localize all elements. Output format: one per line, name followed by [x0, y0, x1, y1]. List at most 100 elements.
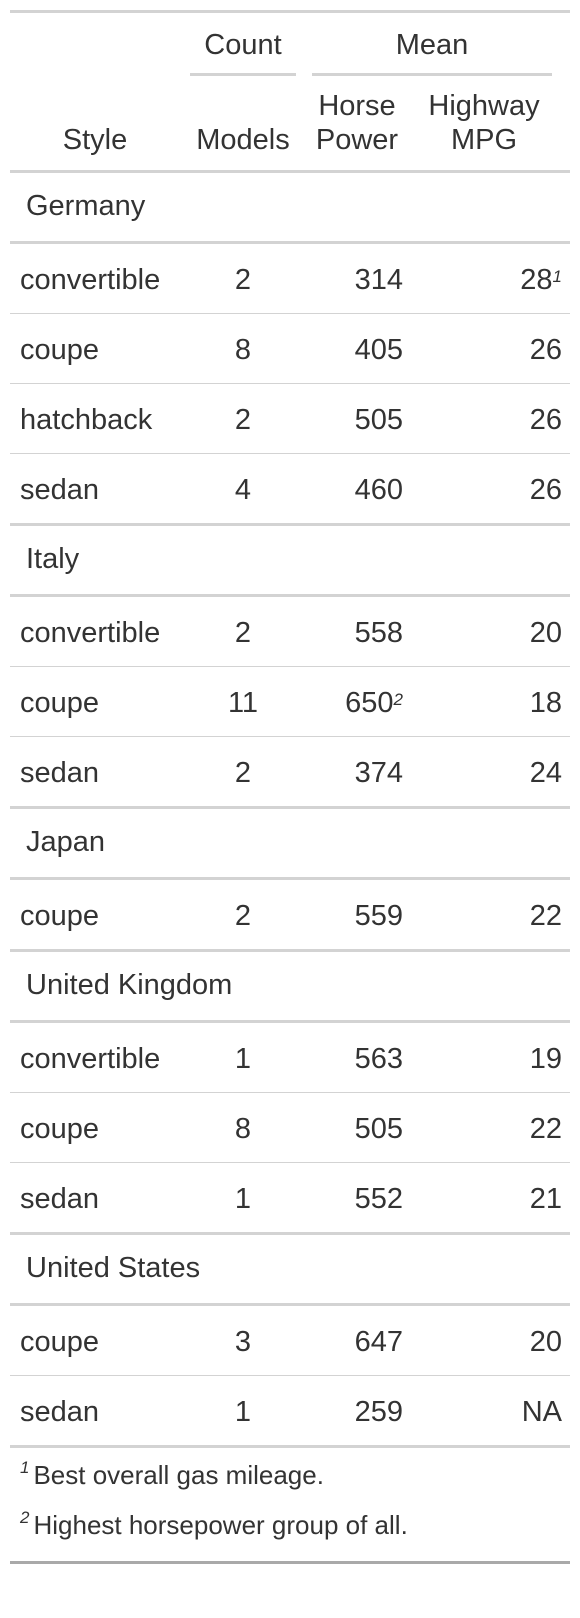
spanner-count: Count — [204, 29, 282, 61]
table-row: coupe 11 6502 18 — [10, 667, 570, 737]
spanner-mean-rule — [312, 73, 552, 76]
cell-style: convertible — [20, 1043, 161, 1075]
group-rule — [10, 877, 570, 880]
spanner-mean: Mean — [395, 29, 469, 61]
group-rule — [10, 1232, 570, 1235]
cell-highway-mpg: 21 — [529, 1183, 562, 1215]
column-header-highway-mpg: Highway MPG — [414, 89, 554, 157]
cell-horse-power: 374 — [354, 757, 403, 789]
group-rule — [10, 241, 570, 244]
cell-highway-mpg: 22 — [529, 900, 562, 932]
cell-horse-power: 259 — [354, 1396, 403, 1428]
group-row-united-states: United States — [10, 1235, 570, 1303]
cell-models: 1 — [234, 1396, 252, 1428]
group-row-italy: Italy — [10, 526, 570, 594]
cell-style: sedan — [20, 474, 100, 506]
cell-models: 8 — [234, 334, 252, 366]
table-row: sedan 1 552 21 — [10, 1163, 570, 1232]
spanner-header-row: Count Mean — [10, 13, 570, 76]
group-rule — [10, 594, 570, 597]
footnote-mark: 2 — [20, 1508, 30, 1527]
group-rule — [10, 949, 570, 952]
table-bottom-rule — [10, 1561, 570, 1564]
cell-horse-power: 647 — [354, 1326, 403, 1358]
column-header-rule — [10, 170, 570, 173]
table-row: sedan 1 259 NA — [10, 1376, 570, 1445]
group-rule — [10, 806, 570, 809]
group-label: Italy — [26, 543, 80, 575]
footnote-mark: 1 — [552, 267, 562, 286]
cell-highway-mpg: 26 — [529, 474, 562, 506]
cell-highway-mpg: 26 — [529, 404, 562, 436]
cell-horse-power: 460 — [354, 474, 403, 506]
cell-horse-power: 558 — [354, 617, 403, 649]
column-header-models: Models — [196, 124, 290, 156]
cell-style: coupe — [20, 1113, 100, 1145]
table-row: coupe 8 505 22 — [10, 1093, 570, 1163]
cell-models: 2 — [234, 404, 252, 436]
cell-style: hatchback — [20, 404, 153, 436]
group-rule — [10, 1303, 570, 1306]
cell-horse-power: 552 — [354, 1183, 403, 1215]
cell-highway-mpg: 281 — [520, 263, 562, 297]
group-row-germany: Germany — [10, 173, 570, 241]
cell-hp-value: 650 — [345, 687, 394, 719]
cell-horse-power: 405 — [354, 334, 403, 366]
group-label: Germany — [26, 190, 146, 222]
column-header-horse-power: Horse Power — [306, 89, 408, 157]
cell-style: convertible — [20, 617, 161, 649]
footnotes-top-rule — [10, 1445, 570, 1448]
spanner-count-rule — [190, 73, 296, 76]
cell-models: 2 — [234, 900, 252, 932]
footnotes: 1 Best overall gas mileage. 2 Highest hors… — [10, 1448, 570, 1561]
cell-horse-power: 505 — [354, 404, 403, 436]
column-header-mpg-line1: Highway — [428, 90, 540, 122]
column-header-row: Style Models Horse Power Highway MPG — [10, 75, 570, 170]
table-row: convertible 2 314 281 — [10, 244, 570, 314]
cell-highway-mpg: 22 — [529, 1113, 562, 1145]
cell-highway-mpg: 18 — [529, 687, 562, 719]
group-label: Japan — [26, 826, 106, 858]
cell-horse-power: 563 — [354, 1043, 403, 1075]
cell-highway-mpg: 19 — [529, 1043, 562, 1075]
cell-models: 2 — [234, 757, 252, 789]
cell-horse-power: 505 — [354, 1113, 403, 1145]
cell-style: coupe — [20, 334, 100, 366]
column-header-style: Style — [62, 124, 128, 156]
cell-highway-mpg: 24 — [529, 757, 562, 789]
cell-horse-power: 559 — [354, 900, 403, 932]
cell-mpg-value: 28 — [520, 264, 553, 296]
cell-highway-mpg: 20 — [529, 617, 562, 649]
footnote-mark: 1 — [20, 1458, 30, 1477]
cell-models: 1 — [234, 1183, 252, 1215]
cell-models: 11 — [227, 687, 259, 719]
cell-models: 2 — [234, 617, 252, 649]
footnote-1: 1 Best overall gas mileage. — [20, 1458, 324, 1491]
group-rule — [10, 1020, 570, 1023]
table-row: convertible 1 563 19 — [10, 1023, 570, 1093]
cell-models: 3 — [234, 1326, 252, 1358]
table-row: coupe 8 405 26 — [10, 314, 570, 384]
table-top-rule — [10, 10, 570, 13]
table-row: sedan 4 460 26 — [10, 454, 570, 523]
cell-style: coupe — [20, 1326, 100, 1358]
cell-style: sedan — [20, 757, 100, 789]
column-header-hp-line2: Power — [315, 124, 399, 156]
group-label: United States — [26, 1252, 201, 1284]
group-row-united-kingdom: United Kingdom — [10, 952, 570, 1020]
cell-horse-power: 6502 — [345, 686, 403, 720]
table-row: hatchback 2 505 26 — [10, 384, 570, 454]
table-row: coupe 3 647 20 — [10, 1306, 570, 1376]
table-row: convertible 2 558 20 — [10, 597, 570, 667]
cell-style: convertible — [20, 264, 161, 296]
group-rule — [10, 523, 570, 526]
cell-horse-power: 314 — [354, 264, 403, 296]
table-row: coupe 2 559 22 — [10, 880, 570, 949]
group-row-japan: Japan — [10, 809, 570, 877]
cars-summary-table: Count Mean Style Models Horse Power High… — [10, 10, 570, 1564]
cell-models: 2 — [234, 264, 252, 296]
footnote-2: 2 Highest horsepower group of all. — [20, 1508, 408, 1541]
group-label: United Kingdom — [26, 969, 233, 1001]
table-row: sedan 2 374 24 — [10, 737, 570, 806]
cell-highway-mpg: 26 — [529, 334, 562, 366]
